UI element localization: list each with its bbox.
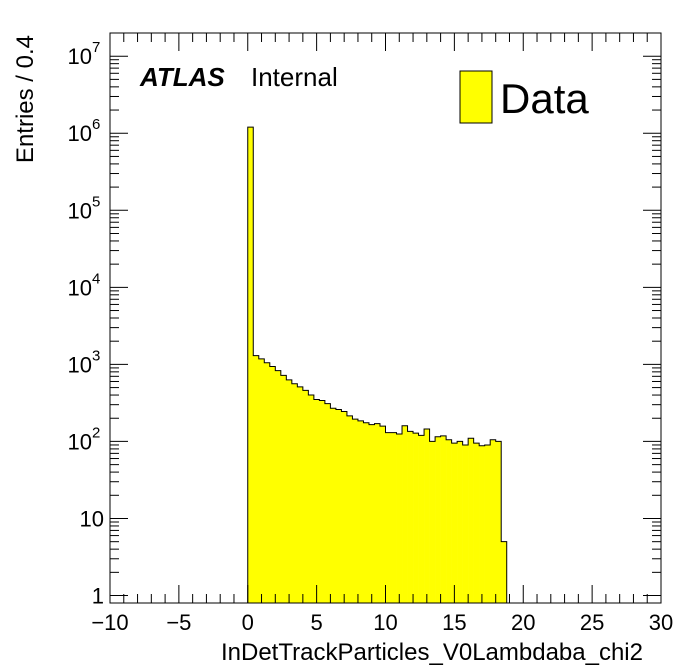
- histogram-bin: [297, 386, 304, 603]
- histogram-bin: [253, 355, 260, 603]
- histogram-bin: [484, 444, 491, 603]
- histogram-bin: [451, 443, 458, 603]
- x-tick-label: −5: [166, 610, 191, 635]
- histogram-bin: [490, 439, 496, 603]
- histogram-bin: [313, 399, 320, 603]
- histogram-bin: [258, 358, 265, 603]
- y-tick-exponent: 2: [92, 424, 100, 441]
- histogram-bars: [247, 126, 508, 603]
- histogram-bin: [473, 443, 480, 603]
- atlas-label: ATLAS: [139, 62, 225, 92]
- histogram-bin: [457, 441, 463, 603]
- y-tick-label: 10: [68, 275, 92, 300]
- histogram-bin: [357, 420, 364, 603]
- atlas-internal-label: Internal: [251, 62, 338, 92]
- histogram-bin: [396, 433, 403, 603]
- histogram-bin: [330, 408, 337, 603]
- histogram-bin: [275, 370, 282, 603]
- histogram-bin: [352, 419, 359, 603]
- histogram-bin: [335, 409, 342, 603]
- x-tick-label: 0: [242, 610, 254, 635]
- histogram-bin: [440, 435, 447, 603]
- legend-swatch: [459, 70, 493, 124]
- histogram-bin: [462, 444, 469, 603]
- histogram-bin: [379, 426, 386, 603]
- histogram-bin: [413, 433, 419, 603]
- histogram-bin: [280, 375, 287, 603]
- histogram-bin: [341, 411, 348, 603]
- x-tick-label: 20: [511, 610, 535, 635]
- y-axis-title: Entries / 0.4: [12, 35, 39, 163]
- y-tick-label: 1: [92, 584, 104, 609]
- histogram-bin: [363, 422, 370, 603]
- y-tick-label: 10: [68, 121, 92, 146]
- y-tick-exponent: 4: [92, 270, 100, 287]
- histogram-bin: [501, 541, 508, 603]
- y-tick-exponent: 5: [92, 193, 100, 210]
- histogram-bin: [286, 379, 293, 603]
- histogram-bin: [446, 439, 452, 603]
- histogram-bin: [424, 429, 430, 603]
- histogram-bin: [374, 423, 381, 603]
- y-tick-exponent: 6: [92, 116, 100, 133]
- histogram-bin: [468, 438, 474, 603]
- y-tick-label: 10: [68, 198, 92, 223]
- y-tick-label: 10: [68, 352, 92, 377]
- histogram-outline: [247, 126, 508, 603]
- x-tick-label: 15: [442, 610, 466, 635]
- histogram-bin: [308, 395, 315, 603]
- histogram-bin: [435, 436, 441, 603]
- histogram-bin: [302, 390, 309, 603]
- x-tick-label: 30: [649, 610, 673, 635]
- histogram-bin: [418, 435, 425, 603]
- histogram-bin: [402, 425, 408, 603]
- histogram-bin: [319, 400, 326, 603]
- y-tick-label: 10: [68, 429, 92, 454]
- histogram-bin: [269, 366, 276, 603]
- y-tick-label: 10: [80, 506, 104, 531]
- histogram-bin: [291, 383, 298, 603]
- y-tick-label: 10: [68, 44, 92, 69]
- legend: Data: [459, 70, 589, 124]
- histogram-bin: [495, 441, 502, 603]
- histogram-bin: [324, 403, 331, 603]
- histogram-bin: [479, 445, 485, 603]
- histogram-bin: [385, 432, 392, 603]
- histogram-bin: [346, 415, 353, 603]
- x-axis-title: InDetTrackParticles_V0Lambdaba_chi2: [221, 639, 643, 666]
- x-tick-label: −10: [91, 610, 128, 635]
- legend-label: Data: [500, 75, 589, 122]
- histogram-bin: [407, 431, 414, 603]
- histogram-bin: [429, 441, 436, 603]
- y-tick-exponent: 3: [92, 347, 100, 364]
- x-tick-label: 5: [311, 610, 323, 635]
- axis-ticks: [109, 32, 662, 603]
- x-tick-label: 25: [580, 610, 604, 635]
- histogram-bin: [247, 127, 254, 603]
- x-tick-label: 10: [373, 610, 397, 635]
- histogram-bin: [368, 424, 375, 603]
- histogram-bin: [391, 432, 397, 603]
- histogram-bin: [264, 362, 271, 603]
- y-tick-exponent: 7: [92, 39, 100, 56]
